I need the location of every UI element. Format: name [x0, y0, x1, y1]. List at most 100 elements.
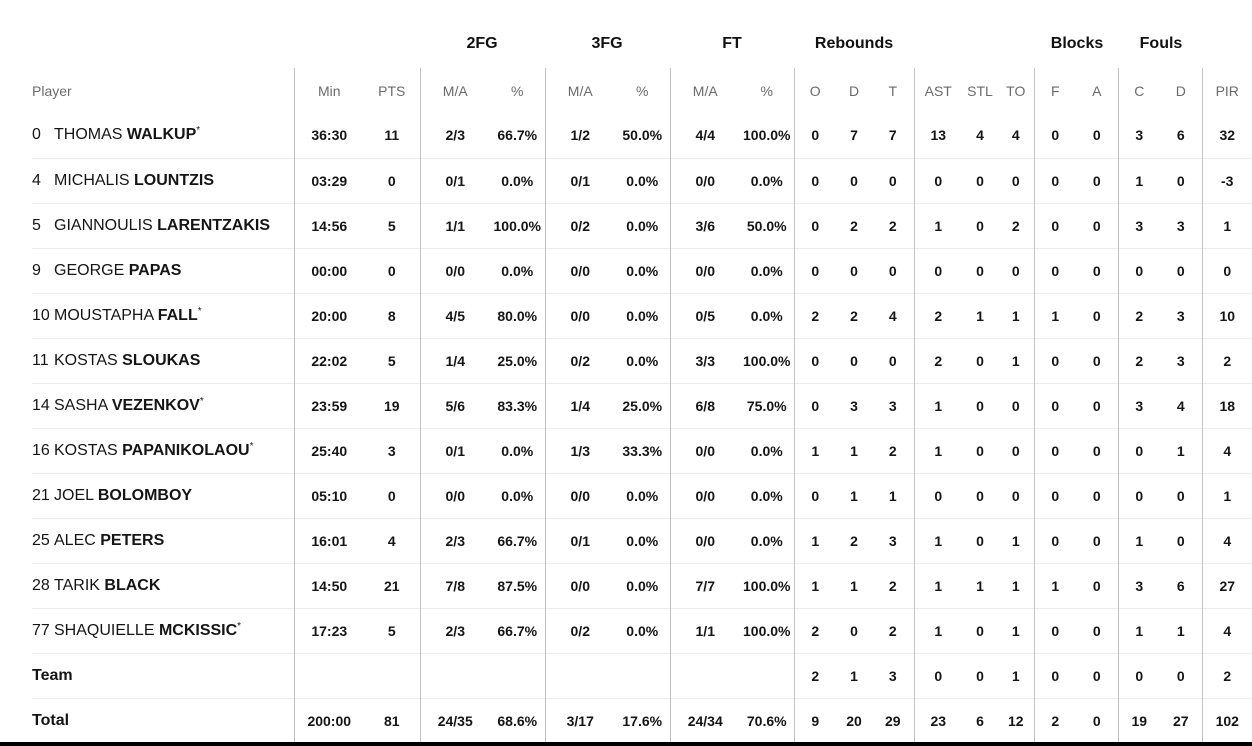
col-header-3fg-pct[interactable]: % — [636, 82, 649, 99]
stat-fg3-ma: 0/0 — [544, 562, 615, 608]
col-header-blk-f[interactable]: F — [1033, 68, 1076, 113]
player-row[interactable]: 9 GEORGE PAPAS 00:00 0 0/0 0.0% 0/0 0.0% 0/0 0.0%… — [32, 247, 1252, 293]
player-row[interactable]: 0 THOMAS WALKUP* 36:30 11 2/3 66.7% 1/2 50.0% 4/… — [32, 113, 1252, 158]
col-header-reb-o[interactable]: O — [793, 68, 836, 113]
player-row[interactable]: 21 JOEL BOLOMBOY 05:10 0 0/0 0.0% 0/0 0.0% 0/0 0.… — [32, 472, 1252, 518]
col-header-3fg-ma[interactable]: M/A — [544, 68, 615, 113]
stat-min: 25:40 — [293, 427, 364, 473]
player-last-name[interactable]: VEZENKOV — [111, 396, 200, 414]
stat-pts: 4 — [364, 517, 420, 563]
player-row[interactable]: 16 KOSTAS PAPANIKOLAOU* 25:40 3 0/1 0.0% 1/3 33… — [32, 427, 1252, 473]
col-header-player[interactable]: Player — [32, 82, 72, 99]
col-header-reb-d[interactable]: D — [848, 82, 860, 99]
player-cell[interactable]: 14 SASHA VEZENKOV* — [32, 382, 294, 428]
stat-pts: 5 — [364, 607, 420, 653]
player-last-name[interactable]: LARENTZAKIS — [157, 216, 271, 234]
starter-marker: * — [237, 620, 242, 632]
stat-pir: 27 — [1201, 562, 1252, 608]
stat-reb-o: 2 — [793, 652, 836, 698]
player-row[interactable]: 11 KOSTAS SLOUKAS 22:02 5 1/4 25.0% 0/2 0.0% 3/3… — [32, 337, 1252, 383]
stat-ft-pct: 0.0% — [740, 157, 794, 203]
stat-reb-d: 0 — [836, 337, 872, 383]
player-cell[interactable]: 21 JOEL BOLOMBOY — [32, 472, 294, 518]
stat-to: 0 — [998, 247, 1034, 293]
player-last-name[interactable]: SLOUKAS — [122, 351, 201, 369]
player-row[interactable]: 14 SASHA VEZENKOV* 23:59 19 5/6 83.3% 1/4 25.0%… — [32, 382, 1252, 428]
col-header-pir[interactable]: PIR — [1201, 68, 1252, 113]
player-last-name[interactable]: PETERS — [100, 531, 165, 549]
stat-blk-f: 0 — [1033, 247, 1076, 293]
stat-min: 200:00 — [293, 697, 364, 743]
stat-reb-d: 1 — [836, 472, 872, 518]
stat-fg2-ma: 0/1 — [419, 157, 490, 203]
stat-fg2-ma: 0/1 — [419, 427, 490, 473]
player-cell[interactable]: 4 MICHALIS LOUNTZIS — [32, 157, 294, 203]
col-header-stl[interactable]: STL — [967, 82, 993, 99]
stat-ast: 1 — [913, 427, 962, 473]
player-cell[interactable]: 25 ALEC PETERS — [32, 517, 294, 563]
col-header-reb-t[interactable]: T — [888, 82, 898, 99]
col-header-blk-a[interactable]: A — [1092, 82, 1102, 99]
stat-reb-o: 0 — [793, 472, 836, 518]
stat-blk-f: 0 — [1033, 157, 1076, 203]
stat-pts: 0 — [364, 157, 420, 203]
col-header-2fg-ma[interactable]: M/A — [419, 68, 490, 113]
player-cell[interactable]: 10 MOUSTAPHA FALL* — [32, 292, 294, 338]
player-last-name[interactable]: WALKUP — [126, 126, 197, 144]
player-last-name[interactable]: BLACK — [104, 576, 161, 594]
col-header-to[interactable]: TO — [1006, 82, 1026, 99]
player-cell[interactable]: 16 KOSTAS PAPANIKOLAOU* — [32, 427, 294, 473]
player-last-name[interactable]: LOUNTZIS — [134, 171, 215, 189]
player-last-name[interactable]: PAPAS — [128, 261, 182, 279]
stat-fg3-ma — [544, 652, 615, 698]
stat-ft-pct: 0.0% — [740, 427, 794, 473]
player-row[interactable]: 5 GIANNOULIS LARENTZAKIS 14:56 5 1/1 100.0% 0/… — [32, 202, 1252, 248]
player-row[interactable]: 10 MOUSTAPHA FALL* 20:00 8 4/5 80.0% 0/0 0.0% 0/… — [32, 292, 1252, 338]
stat-blk-a: 0 — [1076, 472, 1118, 518]
jersey-number: 28 — [32, 576, 50, 594]
jersey-number: 16 — [32, 441, 50, 459]
player-cell[interactable]: 0 THOMAS WALKUP* — [32, 113, 294, 158]
col-header-foul-d[interactable]: D — [1175, 82, 1186, 99]
player-row[interactable]: 77 SHAQUIELLE MCKISSIC* 17:23 5 2/3 66.7% 0/2 0… — [32, 607, 1252, 653]
col-header-ft-pct[interactable]: % — [760, 82, 773, 99]
stat-foul-d: 0 — [1160, 157, 1202, 203]
stat-ft-ma: 3/3 — [669, 337, 740, 383]
player-cell[interactable]: 5 GIANNOULIS LARENTZAKIS — [32, 202, 294, 248]
stat-blk-a: 0 — [1076, 292, 1118, 338]
player-last-name[interactable]: FALL — [157, 306, 198, 324]
stat-fg2-pct: 25.0% — [490, 337, 545, 383]
col-header-ft-ma[interactable]: M/A — [669, 68, 740, 113]
stat-reb-t: 1 — [872, 472, 914, 518]
player-row[interactable]: 25 ALEC PETERS 16:01 4 2/3 66.7% 0/1 0.0% 0/0 0.0… — [32, 517, 1252, 563]
stat-reb-o: 9 — [793, 697, 836, 743]
player-first-name: SHAQUIELLE — [54, 621, 155, 639]
player-last-name[interactable]: PAPANIKOLAOU — [122, 441, 250, 459]
stat-fg2-ma: 24/35 — [419, 697, 490, 743]
stat-reb-d: 1 — [836, 427, 872, 473]
stat-stl: 0 — [962, 472, 998, 518]
player-row[interactable]: 4 MICHALIS LOUNTZIS 03:29 0 0/1 0.0% 0/1 0.0% 0/… — [32, 157, 1252, 203]
col-header-pts[interactable]: PTS — [378, 82, 406, 99]
starter-marker: * — [196, 125, 201, 137]
col-header-2fg-pct[interactable]: % — [511, 82, 524, 99]
stat-reb-t: 2 — [872, 562, 914, 608]
stat-to: 0 — [998, 472, 1034, 518]
player-cell[interactable]: 77 SHAQUIELLE MCKISSIC* — [32, 607, 294, 653]
player-row[interactable]: 28 TARIK BLACK 14:50 21 7/8 87.5% 0/0 0.0% 7/7 10… — [32, 562, 1252, 608]
player-last-name[interactable]: MCKISSIC — [158, 621, 238, 639]
col-header-min[interactable]: Min — [293, 68, 364, 113]
stat-fg3-ma: 1/3 — [544, 427, 615, 473]
stat-stl: 6 — [962, 697, 998, 743]
stat-fg3-pct: 25.0% — [615, 382, 670, 428]
player-cell[interactable]: 9 GEORGE PAPAS — [32, 247, 294, 293]
stat-reb-o: 0 — [793, 202, 836, 248]
stat-ft-ma: 0/0 — [669, 157, 740, 203]
player-last-name[interactable]: BOLOMBOY — [97, 486, 193, 504]
stat-blk-f: 1 — [1033, 292, 1076, 338]
player-cell[interactable]: 28 TARIK BLACK — [32, 562, 294, 608]
col-header-foul-c[interactable]: C — [1117, 68, 1160, 113]
player-cell[interactable]: 11 KOSTAS SLOUKAS — [32, 337, 294, 383]
stat-pts: 21 — [364, 562, 420, 608]
col-header-ast[interactable]: AST — [913, 68, 962, 113]
